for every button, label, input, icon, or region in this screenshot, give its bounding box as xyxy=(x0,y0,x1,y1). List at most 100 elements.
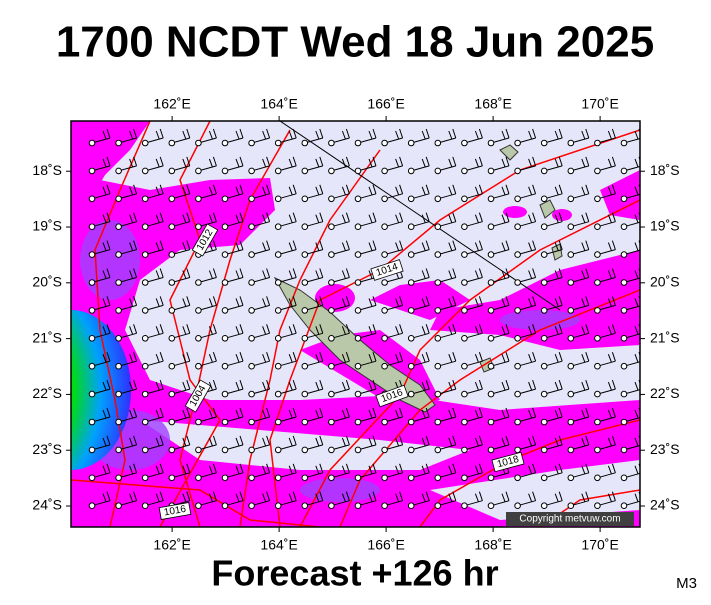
barb-feather xyxy=(448,465,453,474)
wind-barb xyxy=(301,379,324,398)
barb-feather xyxy=(399,491,404,501)
wind-barb xyxy=(407,128,430,147)
barb-station xyxy=(328,362,335,370)
barb-feather xyxy=(341,465,346,474)
barb-station xyxy=(248,307,255,314)
barb-feather xyxy=(266,324,271,334)
wind-barb xyxy=(301,296,324,314)
barb-feather xyxy=(368,409,373,419)
barb-feather xyxy=(554,465,559,474)
barb-station xyxy=(274,446,282,454)
barb-feather xyxy=(345,435,350,446)
barb-feather xyxy=(452,379,457,390)
wind-barb xyxy=(354,463,377,482)
lat-label: 18˚S xyxy=(32,162,62,178)
barb-feather xyxy=(155,326,160,335)
barb-station xyxy=(168,474,176,482)
wind-barb xyxy=(540,296,563,314)
barb-station xyxy=(434,139,442,147)
barb-station xyxy=(141,474,149,482)
barb-feather xyxy=(448,130,453,140)
barb-feather xyxy=(532,128,537,139)
barb-feather xyxy=(208,493,213,502)
wind-barb xyxy=(461,184,483,203)
wind-barb xyxy=(567,352,590,370)
barb-station xyxy=(141,362,149,370)
barb-feather xyxy=(159,184,164,194)
barb-feather xyxy=(212,435,217,446)
wind-barb xyxy=(407,407,430,426)
barb-station xyxy=(514,362,521,370)
barb-feather xyxy=(581,437,586,447)
wind-barb xyxy=(168,184,191,203)
barb-station xyxy=(115,446,122,454)
barb-feather xyxy=(266,240,271,250)
barb-feather xyxy=(425,352,430,362)
barb-feather xyxy=(372,435,377,446)
wind-barb xyxy=(195,435,217,454)
barb-feather xyxy=(505,352,510,362)
barb-station xyxy=(620,418,628,426)
barb-feather xyxy=(159,156,164,167)
wind-barb xyxy=(195,296,217,314)
barb-feather xyxy=(266,156,271,167)
barb-station xyxy=(248,279,255,286)
barb-station xyxy=(328,195,335,203)
wind-barb xyxy=(354,379,377,398)
wind-barb xyxy=(328,491,350,510)
wind-barb xyxy=(221,128,244,147)
barb-feather xyxy=(532,296,537,306)
barb-feather xyxy=(554,242,559,251)
barb-station xyxy=(168,362,176,370)
barb-station xyxy=(141,502,149,510)
barb-feather xyxy=(102,409,107,419)
barb-feather xyxy=(634,381,639,391)
barb-feather xyxy=(474,465,479,474)
barb-station xyxy=(540,195,548,203)
barb-feather xyxy=(532,491,537,501)
barb-feather xyxy=(155,214,160,223)
barb-feather xyxy=(372,240,377,250)
axes: 162˚E 162˚E 164˚E 164˚E 166˚E 166˚E 168˚E 168˚E… xyxy=(32,96,679,553)
barb-feather xyxy=(239,407,244,418)
wind-barb xyxy=(274,352,297,370)
barb-feather xyxy=(399,352,404,362)
wind-barb xyxy=(115,156,138,175)
lat-label: 19˚S xyxy=(32,218,62,234)
wind-barb xyxy=(354,407,377,426)
wind-barb xyxy=(168,379,191,398)
barb-feather xyxy=(634,158,639,168)
barb-station xyxy=(434,418,442,426)
barb-feather xyxy=(239,128,244,139)
wind-barb xyxy=(168,324,191,342)
barb-station xyxy=(594,195,601,203)
barb-feather xyxy=(528,326,533,335)
barb-feather xyxy=(319,212,324,222)
barb-feather xyxy=(478,184,483,194)
wind-barb xyxy=(407,379,430,398)
barb-station xyxy=(274,418,282,426)
wind-barb xyxy=(301,212,324,230)
lat-label: 22˚S xyxy=(650,385,680,401)
barb-feather xyxy=(478,268,483,278)
wind-barb xyxy=(168,435,191,454)
wind-barb xyxy=(514,352,537,370)
wind-barb xyxy=(115,352,138,370)
wind-barb xyxy=(115,268,138,286)
isobar-label: 1016 xyxy=(158,502,192,520)
barb-feather xyxy=(182,493,187,502)
barb-feather xyxy=(421,437,426,447)
barb-station xyxy=(248,390,255,398)
barb-feather xyxy=(315,214,320,223)
barb-station xyxy=(594,307,601,314)
barb-feather xyxy=(208,465,213,474)
barb-station xyxy=(88,362,96,370)
barb-station xyxy=(434,279,442,286)
wind-barb xyxy=(328,463,350,482)
wind-barb xyxy=(381,435,404,454)
wind-barb xyxy=(301,352,324,370)
barb-feather xyxy=(315,493,320,502)
barb-feather xyxy=(368,298,373,307)
barb-feather xyxy=(235,130,240,140)
barb-feather xyxy=(345,128,350,139)
